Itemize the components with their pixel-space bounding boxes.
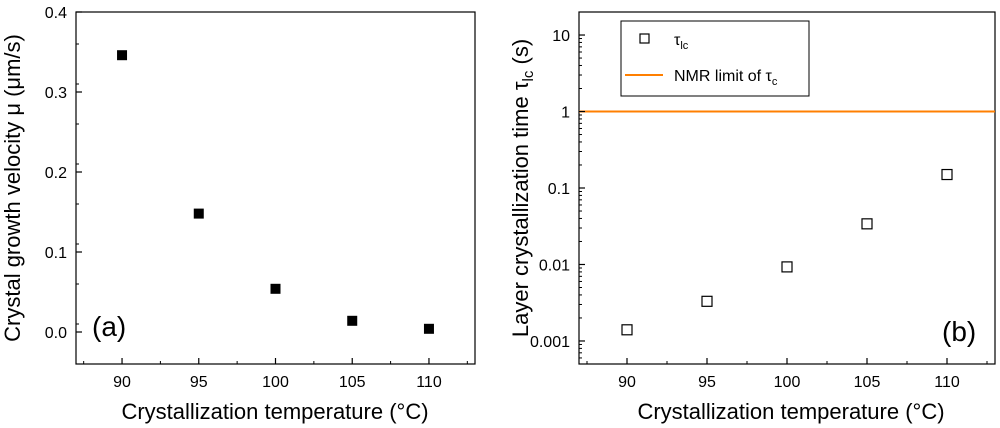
y-tick-label: 0.3: [45, 85, 67, 102]
y-tick-label: 1: [561, 105, 570, 122]
y-ticks-b: 0.001 0.01 0.1 1 10: [530, 11, 585, 365]
x-tick-label: 95: [190, 374, 208, 391]
data-point: [117, 50, 128, 61]
data-point: [941, 168, 953, 181]
y-tick-label: 0.0: [45, 325, 67, 342]
x-tick-label: 95: [698, 374, 716, 391]
y-tick-label: 10: [552, 28, 570, 45]
y-tick-label: 0.2: [45, 165, 67, 182]
legend-box: [620, 20, 810, 97]
x-tick-label: 100: [262, 374, 289, 391]
data-point: [193, 208, 204, 219]
x-tick-label: 105: [854, 374, 881, 391]
y-tick-label: 0.1: [45, 245, 67, 262]
x-axis-title-b: Crystallization temperature (°C): [637, 399, 944, 424]
y-tick-label: 0.001: [530, 334, 570, 351]
x-ticks-a: 90 95 100 105 110: [83, 358, 468, 391]
legend-b: τlc NMR limit of τc: [620, 20, 810, 97]
y-tick-label: 0.01: [539, 257, 570, 274]
data-point: [621, 324, 633, 336]
x-tick-label: 100: [774, 374, 801, 391]
panel-label-b: (b): [942, 316, 976, 347]
y-axis-title-b: Layer crystallization time τlc (s): [508, 39, 537, 337]
x-tick-label: 110: [934, 374, 960, 391]
y-tick-label: 0.1: [548, 181, 570, 198]
x-axis-title-a: Crystallization temperature (°C): [121, 399, 428, 424]
legend-label-nmr-limit: NMR limit of τc: [674, 68, 778, 88]
data-points-b: [621, 168, 953, 336]
data-point: [423, 323, 434, 334]
data-point: [701, 295, 713, 307]
y-ticks-a: 0.0 0.1 0.2 0.3 0.4: [45, 5, 82, 365]
x-tick-label: 90: [618, 374, 636, 391]
data-point: [781, 261, 793, 273]
data-point: [270, 283, 281, 294]
plot-frame-a: [75, 11, 476, 365]
x-tick-label: 110: [416, 374, 442, 391]
legend-label-tau-lc: τlc: [674, 32, 689, 52]
data-points-a: [117, 50, 434, 334]
legend-marker-open-square: [639, 33, 650, 44]
y-tick-label: 0.4: [45, 5, 67, 22]
x-tick-label: 90: [113, 374, 131, 391]
x-ticks-b: 90 95 100 105 110: [586, 358, 988, 391]
x-tick-label: 105: [339, 374, 366, 391]
y-axis-title-a: Crystal growth velocity μ (μm/s): [0, 34, 25, 342]
data-point: [347, 315, 358, 326]
panel-label-a: (a): [92, 311, 126, 342]
panel-a: 90 95 100 105 110 0.0 0.1 0.2 0.3 0.4 (a) Crysta…: [0, 5, 476, 424]
data-point: [861, 218, 873, 230]
